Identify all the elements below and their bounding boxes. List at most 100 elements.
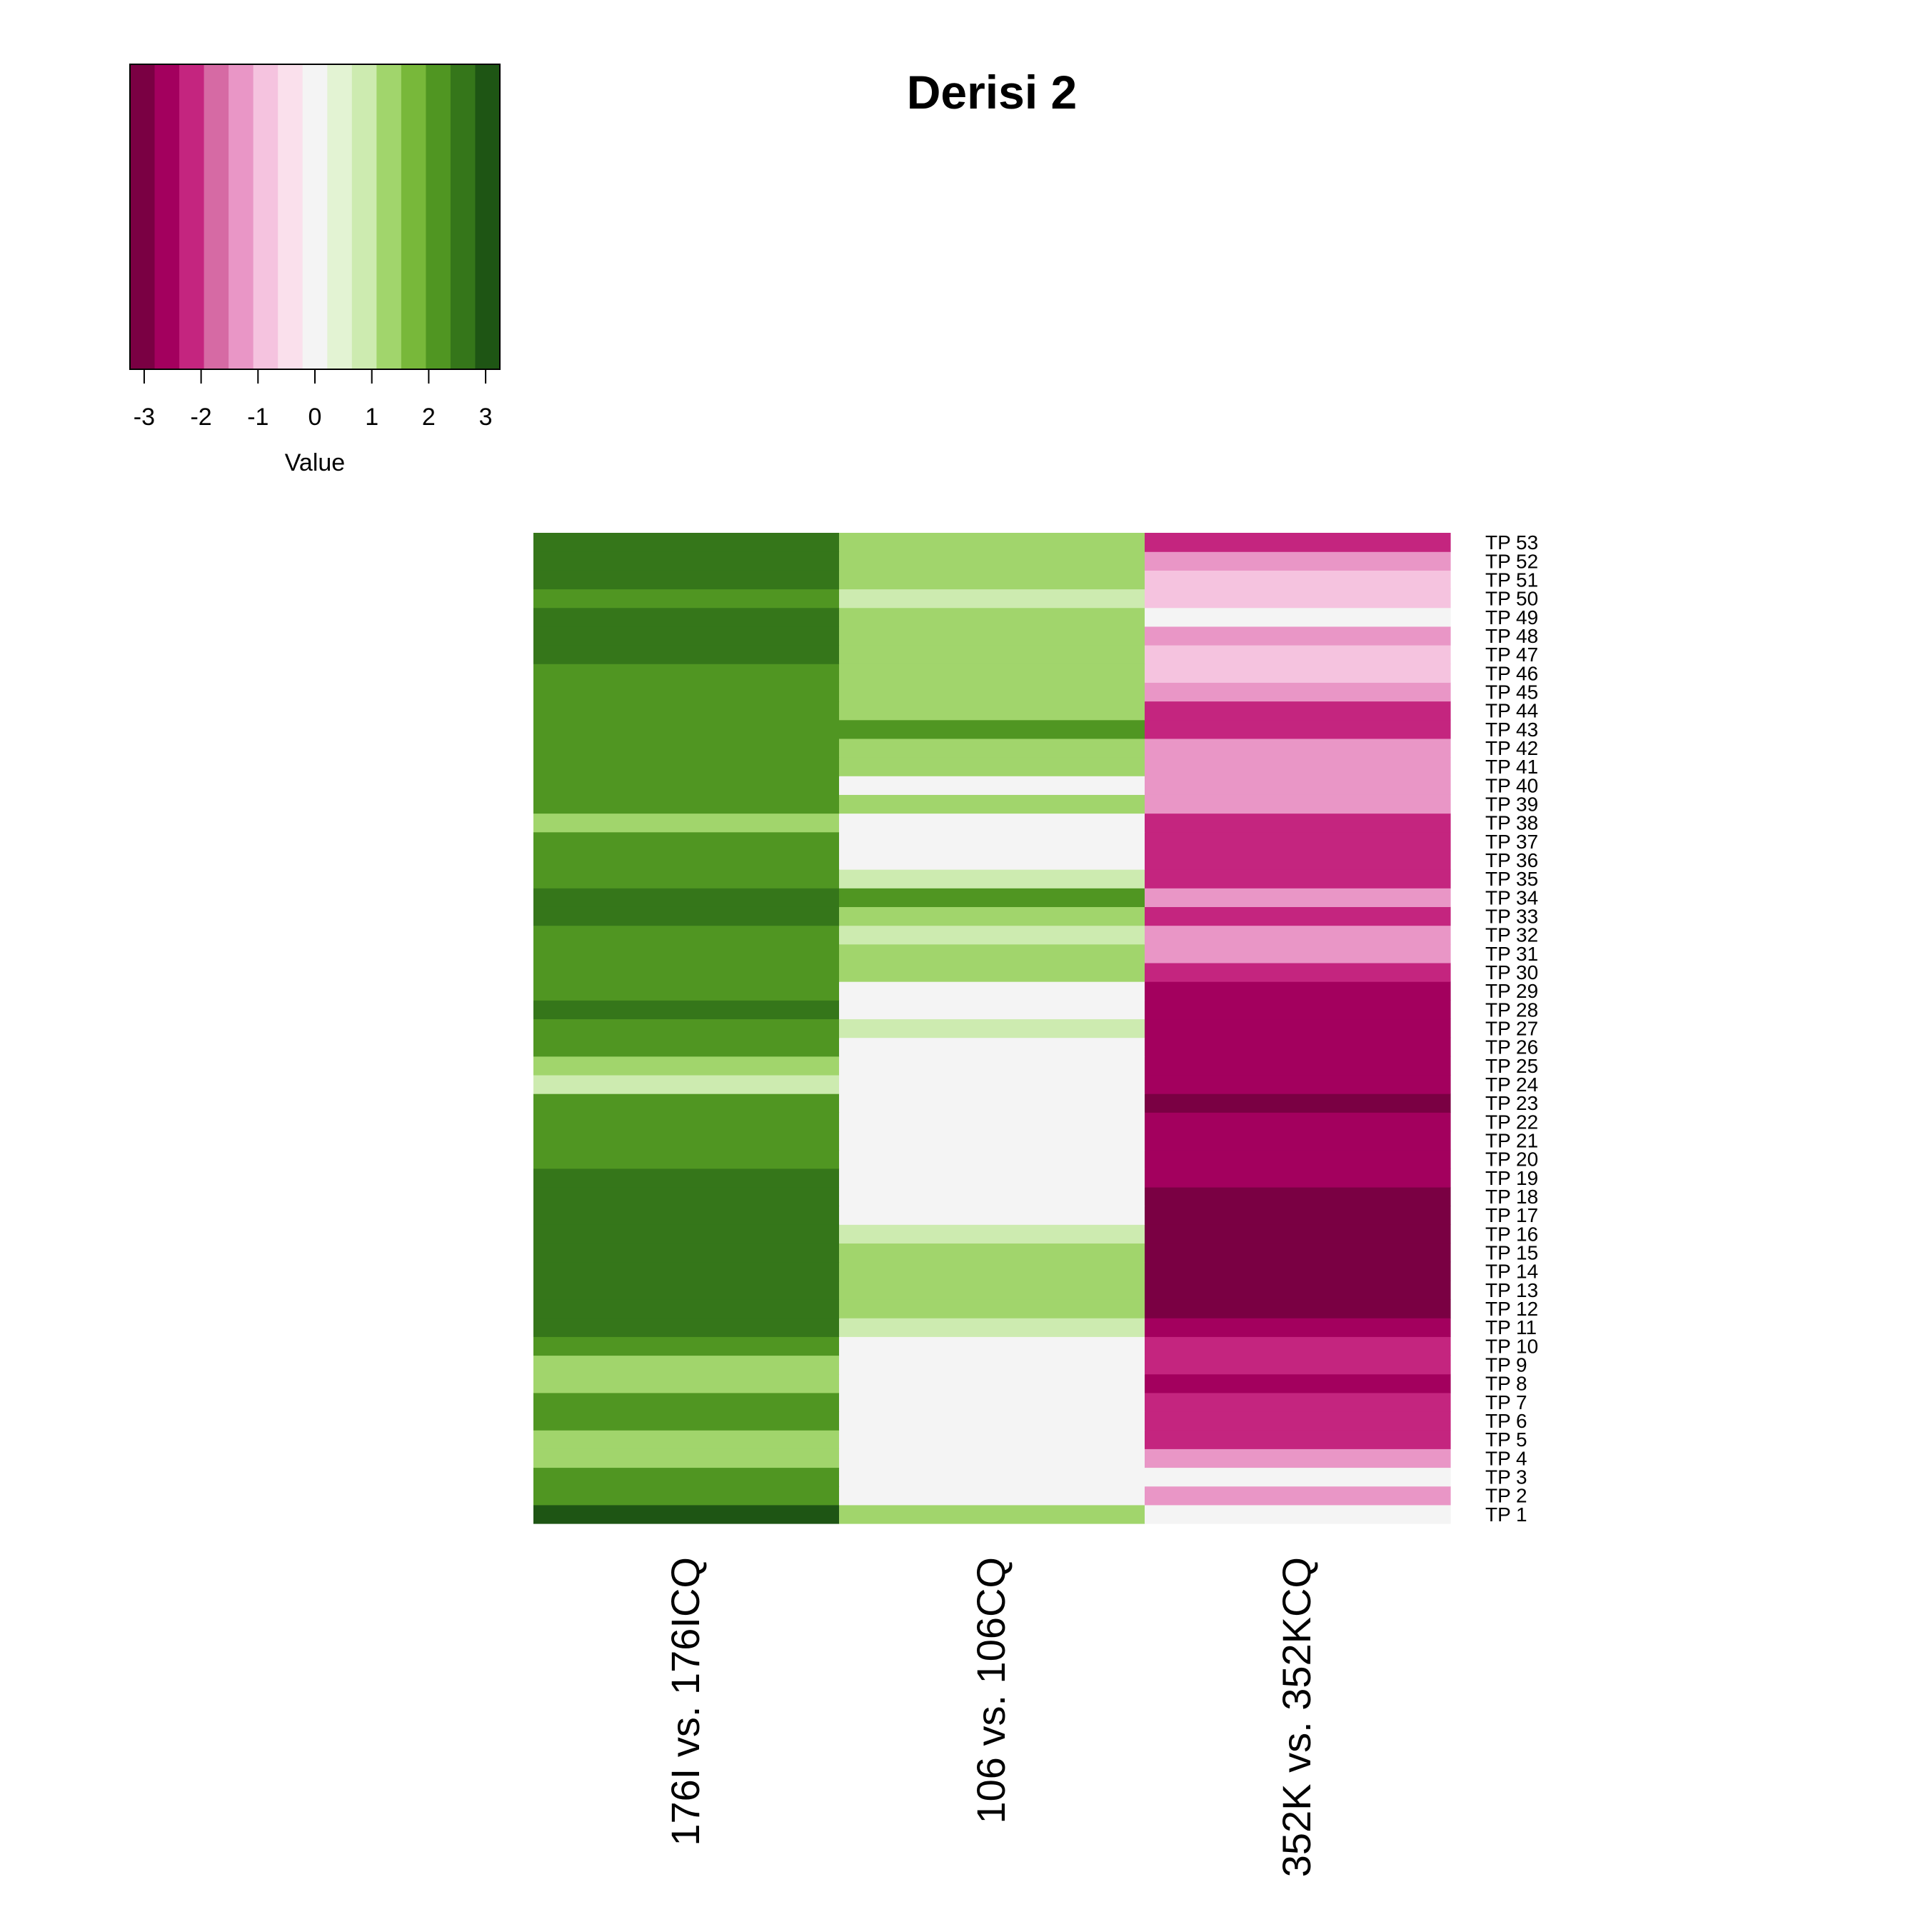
- color-key-swatch: [475, 64, 501, 369]
- heatmap-cell: [839, 813, 1145, 833]
- color-key-swatch: [278, 64, 303, 369]
- heatmap-cell: [1145, 645, 1451, 664]
- row-label: TP 34: [1485, 886, 1538, 909]
- heatmap-cell: [533, 888, 840, 907]
- heatmap-cell: [533, 1168, 840, 1188]
- heatmap-cell: [1145, 1186, 1451, 1206]
- heatmap-cell: [839, 1261, 1145, 1281]
- color-key-swatch: [204, 64, 229, 369]
- heatmap-cell: [839, 607, 1145, 627]
- color-key-tick-label: 0: [308, 404, 322, 431]
- row-label: TP 42: [1485, 737, 1538, 759]
- heatmap-cell: [1145, 1206, 1451, 1225]
- heatmap-cell: [839, 664, 1145, 683]
- heatmap-cell: [1145, 1355, 1451, 1375]
- heatmap-cell: [533, 776, 840, 795]
- row-label: TP 28: [1485, 998, 1538, 1021]
- heatmap-cell: [839, 645, 1145, 664]
- row-label: TP 5: [1485, 1428, 1527, 1451]
- heatmap-cell: [533, 981, 840, 1001]
- row-label: TP 2: [1485, 1485, 1527, 1507]
- column-label: 352K vs. 352KCQ: [1274, 1557, 1319, 1877]
- heatmap-cell: [533, 1206, 840, 1225]
- heatmap-cell: [1145, 1131, 1451, 1151]
- heatmap-cell: [1145, 981, 1451, 1001]
- heatmap-cell: [839, 626, 1145, 646]
- heatmap-cell: [533, 1318, 840, 1337]
- heatmap-cell: [839, 1430, 1145, 1449]
- heatmap-cell: [533, 551, 840, 571]
- heatmap-cell: [839, 551, 1145, 571]
- color-key-tick-label: 3: [479, 404, 493, 431]
- heatmap-cell: [533, 962, 840, 982]
- row-label: TP 39: [1485, 793, 1538, 815]
- heatmap-cell: [839, 1168, 1145, 1188]
- heatmap-cell: [533, 1280, 840, 1300]
- heatmap-cell: [533, 719, 840, 739]
- heatmap-cell: [533, 944, 840, 964]
- heatmap-cell: [839, 1392, 1145, 1412]
- heatmap-cell: [533, 1018, 840, 1038]
- color-key-swatch: [130, 64, 156, 369]
- heatmap-cell: [533, 607, 840, 627]
- heatmap-cell: [1145, 1018, 1451, 1038]
- heatmap-cell: [839, 1411, 1145, 1431]
- heatmap-cell: [1145, 607, 1451, 627]
- row-label: TP 7: [1485, 1391, 1527, 1413]
- heatmap-cell: [1145, 533, 1451, 552]
- row-label: TP 21: [1485, 1130, 1538, 1152]
- heatmap-cell: [1145, 589, 1451, 609]
- heatmap-cell: [1145, 1037, 1451, 1057]
- row-label: TP 19: [1485, 1167, 1538, 1189]
- heatmap-cell: [533, 1392, 840, 1412]
- heatmap-cell: [1145, 551, 1451, 571]
- row-label: TP 51: [1485, 569, 1538, 591]
- color-key-tick-label: -2: [190, 404, 211, 431]
- row-label: TP 52: [1485, 550, 1538, 572]
- heatmap-cell: [533, 570, 840, 590]
- row-label: TP 53: [1485, 531, 1538, 554]
- row-label: TP 10: [1485, 1335, 1538, 1357]
- heatmap-cell: [839, 869, 1145, 889]
- heatmap-cell: [1145, 1280, 1451, 1300]
- heatmap-cell: [1145, 925, 1451, 945]
- heatmap-cell: [839, 1224, 1145, 1244]
- heatmap-cell: [533, 1093, 840, 1113]
- heatmap-cell: [839, 1373, 1145, 1393]
- heatmap-cell: [533, 813, 840, 833]
- row-label: TP 14: [1485, 1261, 1538, 1283]
- chart-title: Derisi 2: [907, 66, 1077, 119]
- heatmap-cell: [533, 1430, 840, 1449]
- row-label: TP 23: [1485, 1092, 1538, 1114]
- heatmap-cell: [1145, 1448, 1451, 1468]
- heatmap-cell: [533, 1243, 840, 1263]
- heatmap-cell: [1145, 1168, 1451, 1188]
- heatmap-cell: [1145, 1243, 1451, 1263]
- heatmap-cell: [1145, 1467, 1451, 1487]
- heatmap-cell: [839, 757, 1145, 776]
- row-labels: TP 1TP 2TP 3TP 4TP 5TP 6TP 7TP 8TP 9TP 1…: [1485, 531, 1538, 1526]
- heatmap-cell: [839, 1243, 1145, 1263]
- heatmap-cell: [1145, 888, 1451, 907]
- heatmap-cell: [839, 1093, 1145, 1113]
- row-label: TP 24: [1485, 1073, 1538, 1096]
- heatmap-cell: [839, 831, 1145, 851]
- heatmap-cell: [533, 1336, 840, 1356]
- row-label: TP 36: [1485, 849, 1538, 871]
- heatmap-cell: [533, 1486, 840, 1506]
- row-label: TP 12: [1485, 1298, 1538, 1320]
- heatmap-cell: [533, 589, 840, 609]
- color-key-swatch: [154, 64, 180, 369]
- heatmap-cell: [533, 1224, 840, 1244]
- heatmap-cell: [1145, 1093, 1451, 1113]
- heatmap-cell: [533, 1355, 840, 1375]
- row-label: TP 30: [1485, 961, 1538, 983]
- heatmap-cell: [839, 925, 1145, 945]
- heatmap-cell: [839, 1448, 1145, 1468]
- row-label: TP 27: [1485, 1018, 1538, 1040]
- row-label: TP 48: [1485, 625, 1538, 647]
- heatmap-cell: [533, 1261, 840, 1281]
- heatmap-cell: [533, 645, 840, 664]
- heatmap-cell: [533, 831, 840, 851]
- heatmap-cell: [1145, 1112, 1451, 1132]
